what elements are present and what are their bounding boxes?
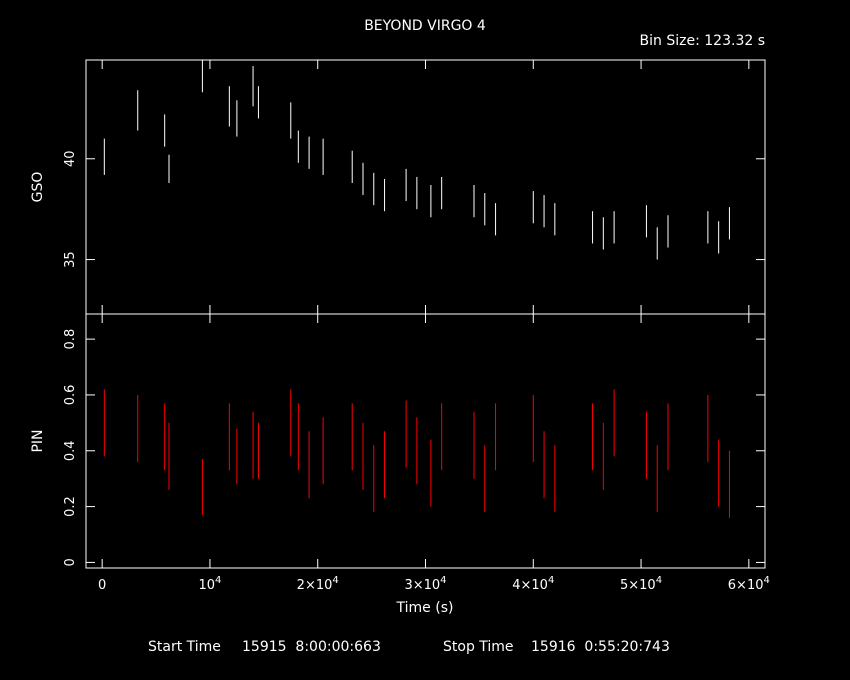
start-time-label: Start Time [148, 639, 221, 655]
x-tick-label: 3×104 [404, 575, 446, 593]
pin-ytick-label: 0 [63, 558, 78, 566]
x-tick-label: 2×104 [297, 575, 339, 593]
gso-ytick-label: 35 [63, 251, 78, 268]
pin-ytick-label: 0.4 [63, 440, 78, 461]
chart-title: BEYOND VIRGO 4 [364, 18, 486, 34]
gso-axes: 35 40 [63, 60, 765, 314]
x-tick-label: 5×104 [620, 575, 662, 593]
pin-axes: 0 0.2 0.4 0.6 0.8 0 104 2×104 3×104 4×104 5×104 6×1… [63, 314, 770, 593]
x-axis-label: Time (s) [396, 600, 454, 616]
x-tick-label: 4×104 [512, 575, 554, 593]
pin-ytick-label: 0.2 [63, 496, 78, 517]
pin-y-axis-label: PIN [30, 429, 46, 452]
x-tick-label: 104 [198, 575, 221, 593]
stop-time-label: Stop Time [443, 639, 514, 655]
pin-series [103, 389, 730, 518]
gso-y-axis-label: GSO [30, 172, 46, 203]
bin-size-label: Bin Size: 123.32 s [640, 33, 765, 49]
pin-ytick-label: 0.6 [63, 385, 78, 406]
pin-ytick-label: 0.8 [63, 329, 78, 350]
x-tick-label: 0 [98, 578, 106, 593]
stop-time-value: 15916 0:55:20:743 [531, 639, 670, 655]
gso-ytick-label: 40 [63, 151, 78, 168]
x-tick-label: 6×104 [728, 575, 770, 593]
start-time-value: 15915 8:00:00:663 [242, 639, 381, 655]
gso-series [103, 60, 730, 260]
